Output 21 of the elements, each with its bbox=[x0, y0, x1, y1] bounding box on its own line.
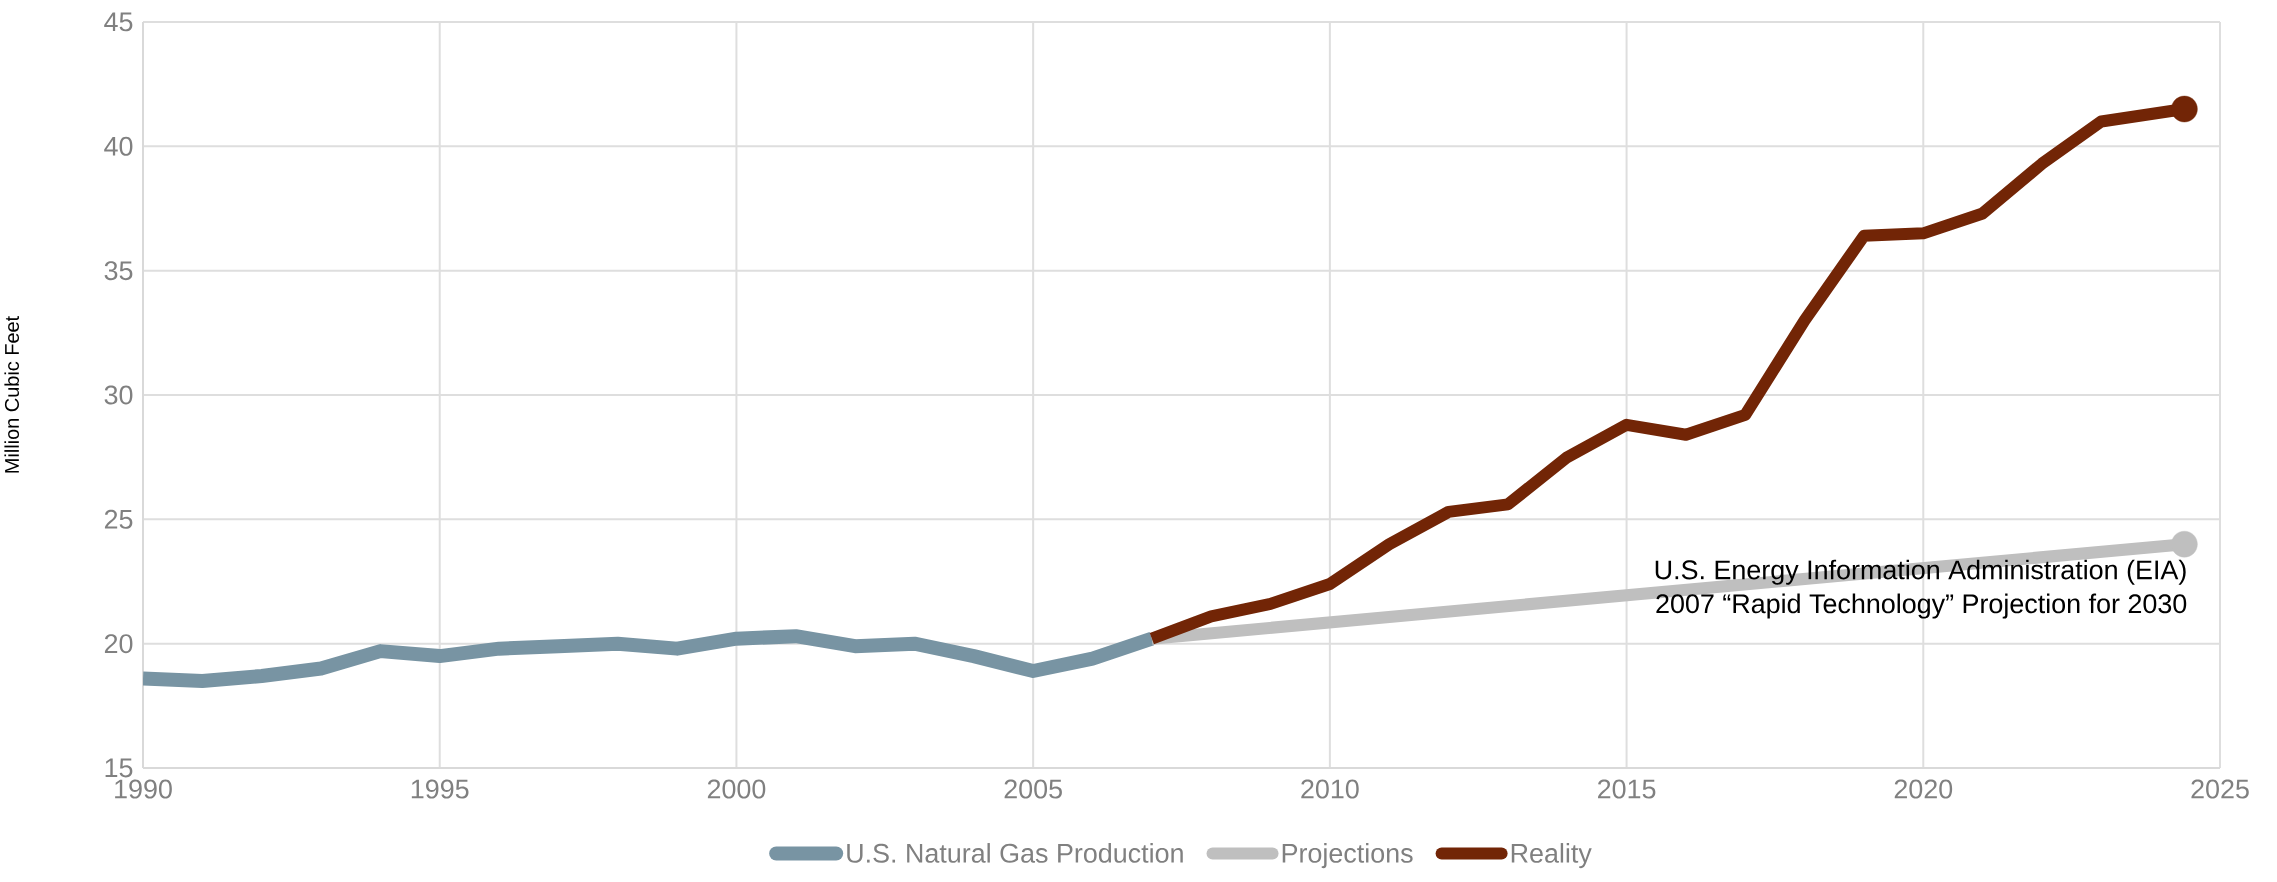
y-tick-label: 30 bbox=[104, 385, 133, 405]
y-tick-label: 25 bbox=[104, 509, 133, 529]
y-tick-label: 45 bbox=[104, 12, 133, 32]
x-tick-label: 1995 bbox=[411, 779, 469, 799]
y-tick-label: 20 bbox=[104, 634, 133, 654]
x-tick-label: 2000 bbox=[707, 779, 766, 799]
y-axis-title: Million Cubic Feet bbox=[4, 316, 20, 473]
x-tick-label: 2020 bbox=[1894, 779, 1953, 799]
x-tick-label: 2015 bbox=[1598, 779, 1656, 799]
y-tick-label: 40 bbox=[104, 136, 133, 156]
annotation: 2007 “Rapid Technology” Projection for 2030 bbox=[1656, 593, 2187, 619]
y-tick-label: 35 bbox=[104, 261, 133, 281]
x-tick-label: 1990 bbox=[115, 779, 172, 799]
x-tick-label: 2005 bbox=[1004, 779, 1062, 799]
y-tick-label: 15 bbox=[105, 758, 133, 778]
annotation: U.S. Energy Information Administration (EIA) bbox=[1655, 559, 2186, 585]
legend-label: Projections bbox=[1282, 843, 1413, 869]
x-tick-label: 2025 bbox=[2191, 779, 2249, 799]
legend-label: U.S. Natural Gas Production bbox=[847, 843, 1183, 863]
x-tick-label: 2010 bbox=[1301, 779, 1359, 799]
legend-label: Reality bbox=[1511, 843, 1592, 869]
